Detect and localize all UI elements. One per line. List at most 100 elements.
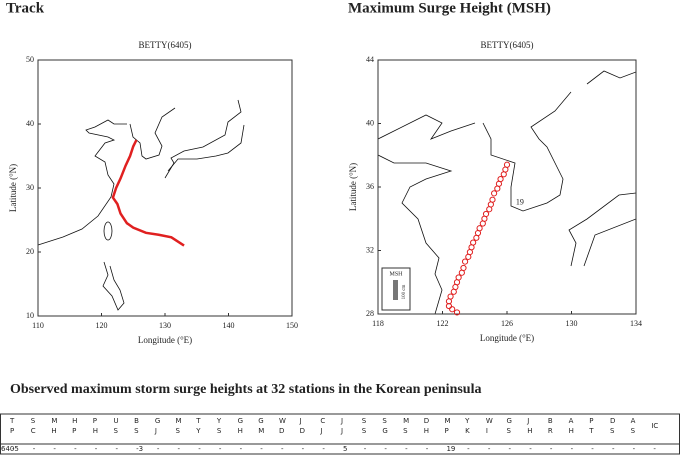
surge-point	[482, 210, 490, 218]
column-header: H	[527, 427, 532, 435]
surge-point	[503, 161, 511, 168]
column-header: I	[486, 427, 488, 435]
column-header: S	[113, 427, 118, 435]
table-title: Observed maximum storm surge heights at …	[10, 382, 481, 397]
column-header: D	[279, 427, 284, 435]
column-header: C	[31, 427, 36, 435]
column-header: B	[548, 417, 553, 425]
table-cell: -3	[136, 445, 143, 453]
column-header: P	[93, 417, 97, 425]
x-tick-label: 140	[223, 321, 235, 330]
column-header: J	[340, 427, 343, 435]
column-header: T	[9, 417, 15, 425]
y-tick-label: 40	[366, 118, 374, 127]
column-header: P	[72, 427, 76, 435]
column-header: S	[362, 417, 367, 425]
column-header: S	[176, 427, 181, 435]
surge-point	[476, 225, 483, 232]
y-tick-label: 32	[366, 245, 374, 254]
column-header: S	[610, 427, 615, 435]
surge-point	[470, 239, 477, 246]
table-cell: -	[240, 445, 243, 453]
panel-heading: Track	[6, 0, 45, 16]
column-header: R	[548, 427, 553, 435]
column-header: H	[238, 427, 243, 435]
x-tick-label: 120	[96, 321, 108, 330]
table-cell: -	[157, 445, 160, 453]
table-cell: -	[53, 445, 56, 453]
column-header: G	[258, 417, 263, 425]
panel-heading: Maximum Surge Height (MSH)	[348, 0, 551, 16]
column-header: Y	[464, 417, 470, 425]
column-header: W	[486, 417, 493, 425]
column-header: H	[569, 427, 574, 435]
table-cell: -	[198, 445, 201, 453]
surge-point	[491, 190, 498, 197]
table-cell: -	[364, 445, 367, 453]
table-cell: -	[571, 445, 574, 453]
y-tick-label: 44	[366, 55, 374, 64]
y-tick-label: 30	[26, 183, 34, 192]
column-header: H	[424, 427, 429, 435]
column-header: M	[176, 417, 182, 425]
table-cell: -	[384, 445, 387, 453]
table-cell: -	[302, 445, 305, 453]
column-header: P	[589, 417, 593, 425]
table-cell: -	[74, 445, 77, 453]
column-header: S	[403, 427, 408, 435]
column-header: Y	[195, 427, 201, 435]
column-header: J	[526, 417, 529, 425]
table-cell: -	[550, 445, 553, 453]
y-tick-label: 50	[26, 55, 34, 64]
legend-title: MSH	[389, 271, 403, 277]
column-header: M	[403, 417, 409, 425]
y-tick-label: 36	[366, 182, 374, 191]
table-cell: -	[95, 445, 98, 453]
column-header: P	[444, 427, 448, 435]
column-header: S	[382, 417, 387, 425]
column-header: H	[51, 427, 56, 435]
y-axis-label: Latitude (°N)	[348, 163, 358, 211]
x-tick-label: 150	[286, 321, 298, 330]
annotation: 19	[516, 198, 524, 207]
column-header: S	[134, 427, 139, 435]
column-header: J	[319, 427, 322, 435]
x-tick-label: 134	[630, 319, 642, 328]
table-cell: -	[426, 445, 429, 453]
surge-point	[449, 306, 456, 313]
column-header: D	[424, 417, 429, 425]
column-header: G	[238, 417, 243, 425]
table-cell: -	[281, 445, 284, 453]
column-header: U	[113, 417, 118, 425]
y-tick-label: 20	[26, 247, 34, 256]
track-line	[111, 139, 185, 247]
y-tick-label: 28	[366, 309, 374, 318]
surge-point	[460, 264, 467, 272]
table-cell: -	[591, 445, 594, 453]
column-header: G	[155, 417, 160, 425]
x-tick-label: 130	[159, 321, 171, 330]
table-cell: -	[322, 445, 325, 453]
plot-frame	[377, 59, 637, 315]
table-cell: 19	[446, 445, 455, 453]
plot-frame	[37, 59, 293, 317]
table-cell: -	[633, 445, 636, 453]
table-cell: -	[509, 445, 512, 453]
column-header: G	[507, 417, 512, 425]
column-header: S	[362, 427, 367, 435]
x-tick-label: 126	[501, 319, 513, 328]
column-header: S	[217, 427, 222, 435]
x-tick-label: 130	[566, 319, 578, 328]
column-header: J	[340, 417, 343, 425]
column-header: S	[507, 427, 512, 435]
surge-point	[455, 274, 462, 281]
table-cell: -	[529, 445, 532, 453]
column-header: A	[569, 417, 574, 425]
x-tick-label: 122	[437, 319, 449, 328]
table-cell: -	[653, 445, 656, 453]
column-header: T	[195, 417, 201, 425]
column-header: S	[31, 417, 36, 425]
column-header: D	[610, 417, 615, 425]
surge-point	[453, 309, 461, 316]
